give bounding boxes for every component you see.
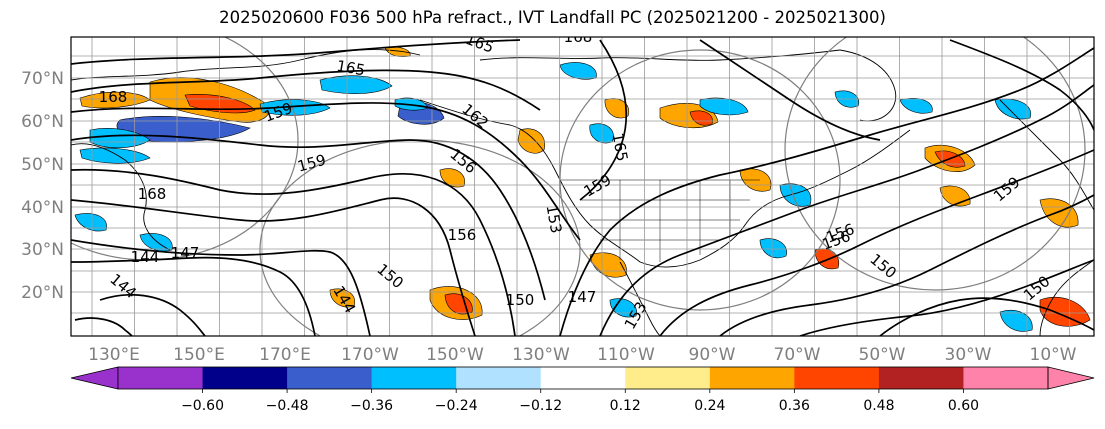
longitude-label: 50°W [859,345,906,365]
colorbar-tick-label: −0.48 [266,398,309,414]
latitude-labels: 70°N 60°N 50°N 40°N 30°N 20°N [21,69,64,303]
gridlines [71,37,1094,336]
contour-label: 147 [568,288,597,306]
contour-label: 153 [543,203,566,234]
map-title: 2025020600 F036 500 hPa refract., IVT La… [219,8,886,27]
longitude-label: 150°W [426,345,484,365]
colorbar-tick-label: 0.60 [948,398,979,414]
latitude-label: 60°N [21,112,64,132]
longitude-label: 130°W [512,345,570,365]
colorbar-extend-high [1047,366,1095,390]
colorbar-tick-label: 0.48 [863,398,894,414]
contour-label: 156 [448,226,477,244]
longitude-labels: 130°E 150°E 170°E 170°W 150°W 130°W 110°W 90°W 7… [88,345,1077,365]
colorbar-tick-label: −0.12 [519,398,562,414]
refractivity-contours [71,39,1094,336]
latitude-label: 20°N [21,283,64,303]
colorbar-segment [287,367,373,389]
colorbar-segment [794,367,880,389]
longitude-label: 150°E [173,345,225,365]
map-frame [70,36,1095,337]
colorbar-segment [540,367,626,389]
contour-label: 168 [564,28,593,46]
longitude-label: 90°W [689,345,736,365]
colorbar-frame [117,366,1049,390]
colorbar-tick-label: −0.24 [435,398,478,414]
longitude-label: 170°W [341,345,399,365]
colorbar-tick-label: 0.12 [610,398,641,414]
longitude-label: 170°E [259,345,311,365]
colorbar [70,366,1095,390]
colorbar-segment [371,367,457,389]
colorbar-tick-label: 0.36 [779,398,810,414]
contour-label: 168 [99,88,128,106]
latitude-label: 30°N [21,240,64,260]
colorbar-tick-labels: −0.60 −0.48 −0.36 −0.24 −0.12 0.12 0.24 0.36 0.4… [181,389,979,414]
contour-label: 147 [171,244,200,262]
colorbar-segment [878,367,964,389]
colorbar-segment [456,367,542,389]
political-borders [560,179,760,262]
contour-label: 168 [138,185,167,203]
colorbar-segment [625,367,711,389]
colorbar-extend-low [70,366,119,390]
colorbar-segment [709,367,795,389]
colorbar-tick-label: −0.36 [350,398,393,414]
colorbar-tick-label: 0.24 [694,398,725,414]
latitude-label: 70°N [21,69,64,89]
colorbar-tick-label: −0.60 [181,398,224,414]
longitude-label: 30°W [945,345,992,365]
colorbar-segment [202,367,288,389]
colorbar-segment [963,367,1049,389]
colorbar-segment [118,367,204,389]
latitude-label: 40°N [21,198,64,218]
contour-label: 144 [131,248,160,266]
contour-label: 165 [335,57,366,80]
contour-label: 150 [506,291,535,309]
longitude-label: 110°W [597,345,655,365]
contour-label: 165 [609,131,632,162]
longitude-label: 70°W [774,345,821,365]
longitude-label: 130°E [88,345,140,365]
longitude-label: 10°W [1030,345,1077,365]
latitude-label: 50°N [21,155,64,175]
